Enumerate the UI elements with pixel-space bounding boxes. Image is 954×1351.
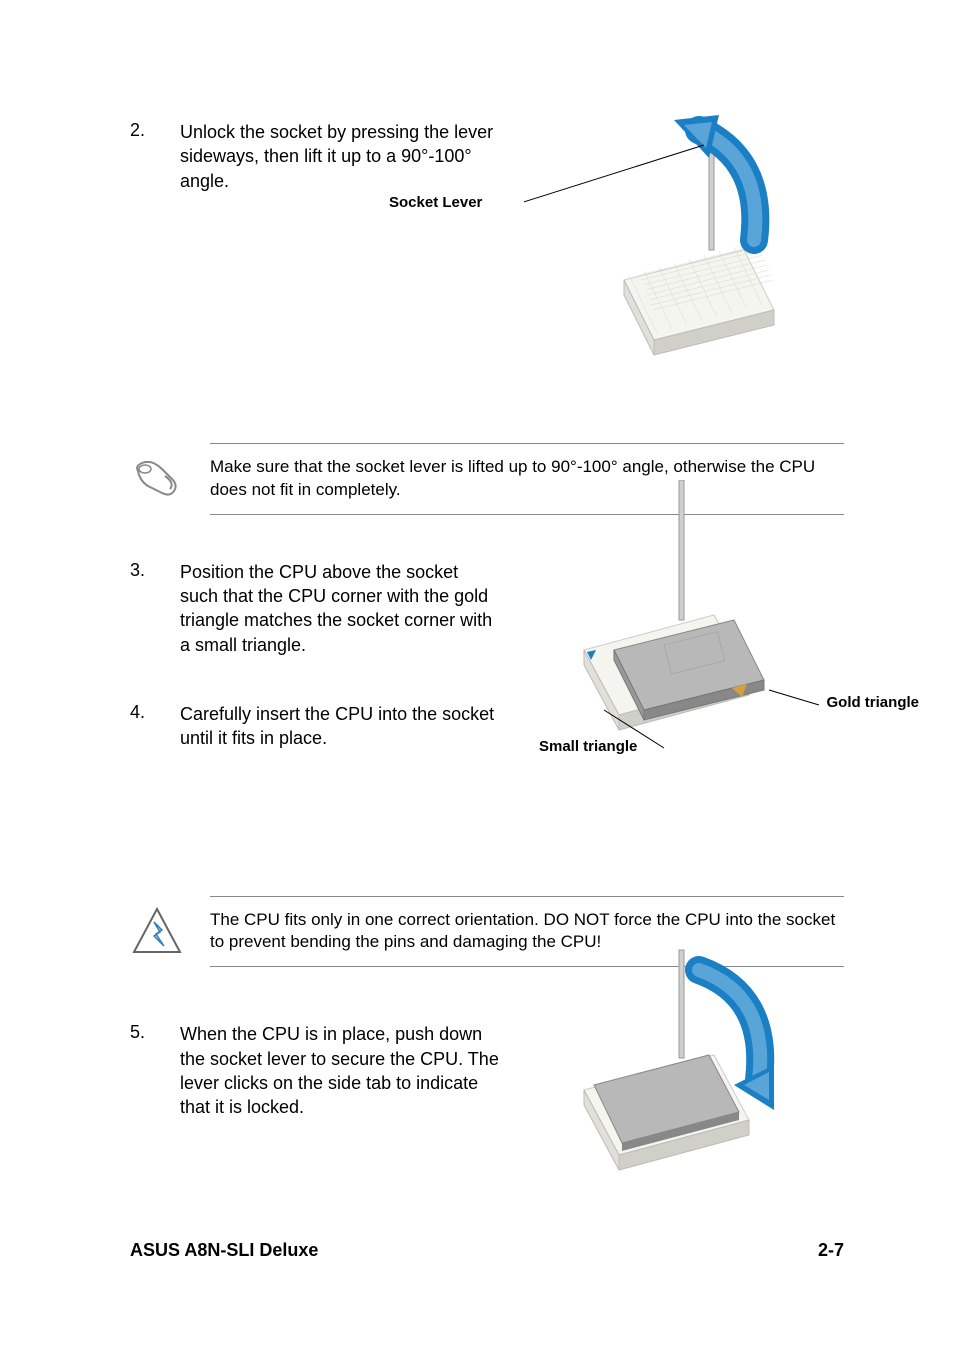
page-footer: ASUS A8N-SLI Deluxe 2-7 xyxy=(130,1240,844,1261)
footer-product: ASUS A8N-SLI Deluxe xyxy=(130,1240,318,1261)
label-small-triangle: Small triangle xyxy=(539,738,637,755)
caution-icon xyxy=(130,904,185,959)
step-text: Position the CPU above the socket such t… xyxy=(180,560,500,657)
step-text: Unlock the socket by pressing the lever … xyxy=(180,120,500,193)
step-number: 3. xyxy=(130,560,180,581)
step-number: 4. xyxy=(130,702,180,723)
label-socket-lever: Socket Lever xyxy=(389,194,482,211)
label-gold-triangle: Gold triangle xyxy=(826,694,919,711)
step-text: Carefully insert the CPU into the socket… xyxy=(180,702,520,751)
figure-cpu-placement: Gold triangle Small triangle xyxy=(524,480,844,780)
step-number: 2. xyxy=(130,120,180,141)
note-icon xyxy=(130,451,185,506)
step-text: When the CPU is in place, push down the … xyxy=(180,1022,500,1119)
footer-page: 2-7 xyxy=(818,1240,844,1261)
figure-socket-lever-up: Socket Lever xyxy=(524,100,804,360)
figure-lock-lever xyxy=(524,940,804,1180)
step-number: 5. xyxy=(130,1022,180,1043)
